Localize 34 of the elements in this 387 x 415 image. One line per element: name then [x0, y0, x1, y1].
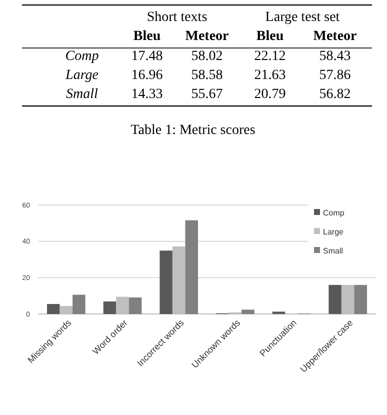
bar	[354, 284, 367, 314]
bar	[103, 301, 116, 314]
bar	[47, 304, 60, 314]
x-tick-label: Meteor	[185, 29, 229, 44]
data-label: 58.58	[191, 68, 223, 83]
bar	[328, 284, 342, 314]
x-tick-label: Bleu	[133, 29, 161, 44]
text: Table 1: Metric scores	[130, 123, 256, 138]
bar	[242, 310, 254, 314]
data-label: 20.79	[254, 87, 286, 102]
bar	[185, 220, 198, 314]
y-tick-label: Small	[66, 87, 98, 102]
text: Short texts	[146, 10, 208, 25]
data-label: 55.67	[191, 87, 223, 102]
text: Large test set	[265, 10, 340, 25]
bar	[128, 297, 142, 314]
legend-label: Small	[323, 246, 344, 256]
data-label: 17.48	[131, 49, 163, 64]
y-tick-label: Large	[64, 68, 98, 83]
data-label: 22.12	[254, 49, 286, 64]
x-tick-label: Bleu	[256, 29, 284, 44]
y-tick-label: Comp	[65, 49, 99, 64]
data-label: 14.33	[131, 87, 163, 102]
bar	[72, 294, 86, 314]
data-label: 21.63	[254, 68, 286, 83]
data-label: 57.86	[319, 68, 351, 83]
data-label: 16.96	[131, 68, 163, 83]
data-label: 58.02	[191, 49, 223, 64]
legend-label: Comp	[323, 208, 345, 218]
x-tick-label: Meteor	[313, 29, 357, 44]
data-label: 58.43	[319, 49, 351, 64]
bar	[160, 250, 172, 314]
legend-label: Large	[323, 228, 344, 236]
data-label: 56.82	[319, 87, 351, 102]
